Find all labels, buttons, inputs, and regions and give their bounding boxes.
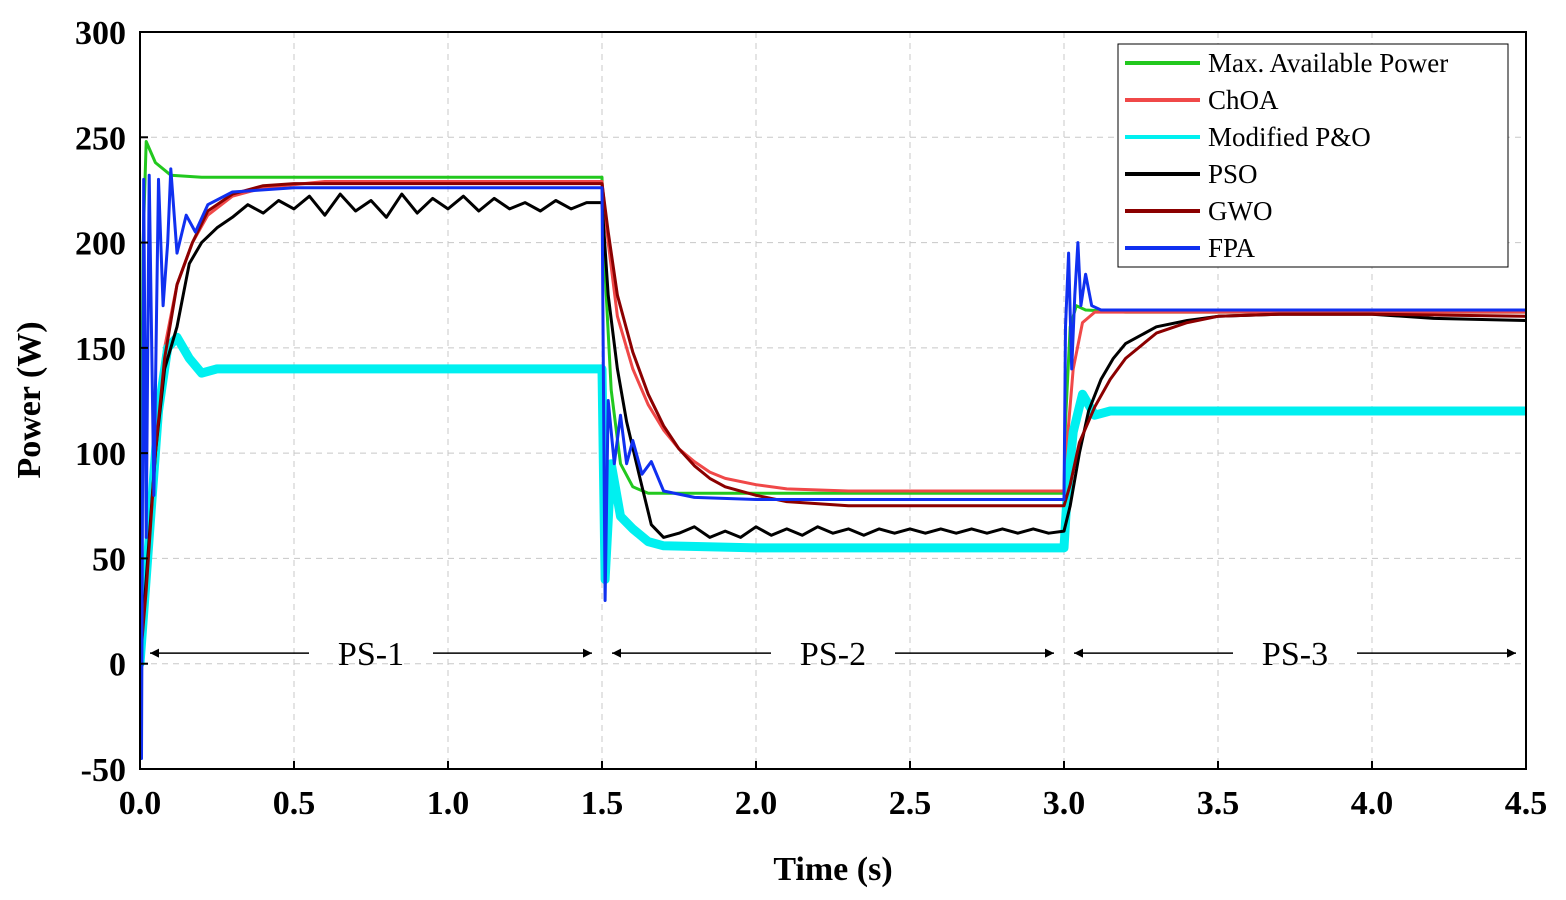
x-axis: 0.0 0.5 1.0 1.5 2.0 2.5 3.0 3.5 4.0 4.5 [119, 761, 1548, 822]
y-tick-label: -50 [81, 752, 126, 789]
legend: Max. Available Power ChOA Modified P&O PSO G… [1117, 43, 1509, 268]
x-tick-label: 3.5 [1197, 785, 1240, 822]
y-tick-label: 50 [92, 541, 126, 578]
series-layer [140, 140, 1526, 760]
legend-entry-label: FPA [1208, 233, 1256, 263]
region-label: PS-2 [800, 636, 866, 673]
y-axis-title: Power (W) [11, 321, 48, 478]
series-line-fpa [140, 167, 1526, 760]
series-line-pso [140, 192, 1526, 666]
legend-entry-label: ChOA [1208, 85, 1279, 115]
legend-entry-label: Modified P&O [1208, 122, 1371, 152]
x-tick-label: 0.0 [119, 785, 162, 822]
region-annotations: PS-1 PS-2 PS-3 [150, 636, 1516, 673]
series-line-modified-p-o [140, 332, 1526, 669]
x-tick-label: 0.5 [273, 785, 316, 822]
y-axis: -50 0 50 100 150 200 250 300 [75, 15, 148, 789]
x-tick-label: 3.0 [1043, 785, 1086, 822]
region-label: PS-1 [338, 636, 404, 673]
x-tick-label: 4.0 [1351, 785, 1394, 822]
legend-entry-label: Max. Available Power [1208, 48, 1448, 78]
x-tick-label: 2.5 [889, 785, 932, 822]
legend-box [1117, 43, 1509, 268]
grid-lines [140, 32, 1526, 769]
y-tick-label: 0 [109, 647, 126, 684]
x-tick-label: 1.5 [581, 785, 624, 822]
series-line-gwo [140, 182, 1526, 666]
legend-entry-label: PSO [1208, 159, 1258, 189]
x-axis-title: Time (s) [773, 851, 892, 888]
plot-frame [139, 31, 1527, 770]
legend-entry-label: GWO [1208, 196, 1272, 226]
x-tick-label: 4.5 [1505, 785, 1548, 822]
y-tick-label: 200 [75, 226, 126, 263]
y-tick-label: 100 [75, 436, 126, 473]
y-tick-label: 300 [75, 15, 126, 52]
x-tick-label: 1.0 [427, 785, 470, 822]
x-tick-label: 2.0 [735, 785, 778, 822]
y-tick-label: 150 [75, 331, 126, 368]
y-tick-label: 250 [75, 120, 126, 157]
region-label: PS-3 [1262, 636, 1328, 673]
